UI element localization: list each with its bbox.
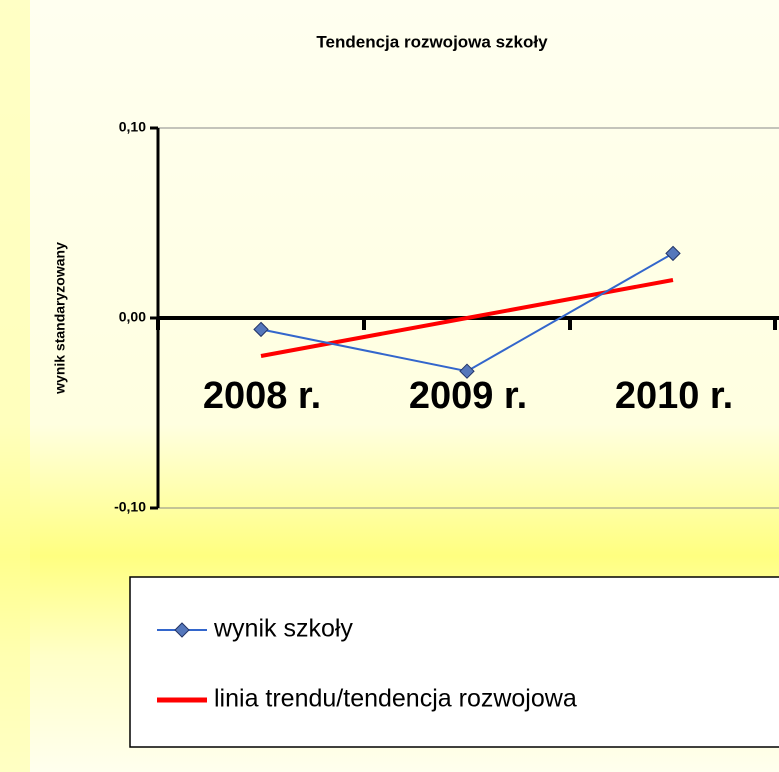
data-point xyxy=(665,245,681,262)
legend-box xyxy=(129,576,779,748)
legend-label: linia trendu/tendencja rozwojowa xyxy=(214,685,577,713)
chart-title: Tendencja rozwojowa szkoły xyxy=(316,32,548,51)
legend-marker xyxy=(174,622,190,638)
x-tick-label: 2009 r. xyxy=(409,375,527,417)
x-tick-label: 2010 r. xyxy=(615,375,733,417)
data-point xyxy=(459,363,475,379)
left-stripe xyxy=(0,0,30,772)
x-tick-label: 2008 r. xyxy=(203,375,321,417)
y-tick-label: -0,10 xyxy=(114,499,146,515)
legend-label: wynik szkoły xyxy=(213,615,353,643)
y-tick-label: 0,00 xyxy=(119,309,146,325)
y-tick-label: 0,10 xyxy=(119,119,146,135)
y-axis-label: wynik standaryzowany xyxy=(52,242,68,395)
data-point xyxy=(253,321,269,338)
